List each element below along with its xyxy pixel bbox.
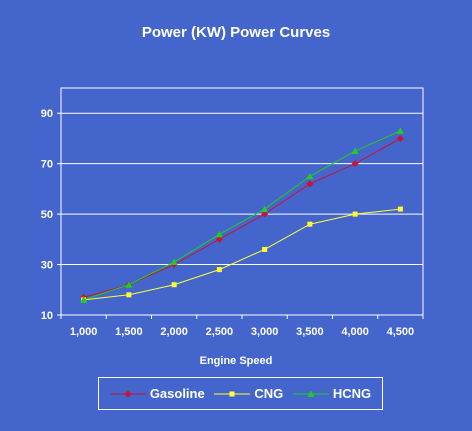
legend-label-hcng: HCNG [332,386,372,401]
x-axis-label: Engine Speed [199,355,273,367]
data-point-hcng-7 [396,127,404,134]
data-point-cng-5 [307,221,313,227]
legend-marker-cng [214,391,251,396]
y-tick-label-50: 50 [41,209,53,221]
y-tick-label-90: 90 [41,108,53,120]
legend-item-gasoline: Gasoline [109,386,205,401]
data-point-hcng-0 [80,296,88,303]
data-point-hcng-5 [306,172,314,180]
data-point-cng-2 [171,282,177,288]
series-line-cng [83,208,401,301]
data-point-cng-3 [216,267,222,273]
x-tick-label-6: 4,000 [341,326,369,338]
legend-label-cng: CNG [254,386,284,401]
y-tick-label-10: 10 [41,310,53,322]
legend-marker-hcng [292,390,329,397]
data-point-gasoline-6 [351,160,359,168]
y-tick-label-70: 70 [41,159,53,171]
data-point-gasoline-7 [396,134,404,142]
data-point-hcng-2 [170,258,178,266]
data-point-cng-7 [397,206,403,212]
data-point-hcng-6 [351,147,359,155]
x-tick-label-1: 1,500 [115,326,143,338]
data-point-hcng-4 [261,205,269,213]
legend-label-gasoline: Gasoline [149,386,205,401]
x-tick-label-4: 3,000 [251,326,279,338]
legend-item-hcng: HCNG [292,386,372,401]
plot-frame [60,87,424,316]
chart-title: Power (KW) Power Curves [141,24,331,41]
data-point-hcng-1 [125,281,133,288]
legend-item-cng: CNG [214,386,283,401]
data-point-gasoline-4 [261,210,269,218]
series-line-hcng [83,130,401,301]
data-point-cng-6 [352,211,358,217]
x-tick-label-3: 2,500 [206,326,234,338]
data-point-gasoline-5 [306,180,314,188]
data-point-gasoline-3 [215,235,223,243]
series-line-gasoline [83,138,401,298]
x-tick-label-7: 4,500 [387,326,415,338]
x-tick-label-0: 1,000 [70,326,98,338]
x-tick-label-2: 2,000 [160,326,188,338]
data-point-cng-4 [262,246,268,252]
chart-legend: Gasoline CNG HCNG [98,377,383,410]
data-point-hcng-3 [215,230,223,238]
y-tick-label-30: 30 [41,260,53,272]
x-tick-label-5: 3,500 [296,326,324,338]
legend-marker-gasoline [109,390,146,397]
data-point-cng-1 [126,292,132,298]
